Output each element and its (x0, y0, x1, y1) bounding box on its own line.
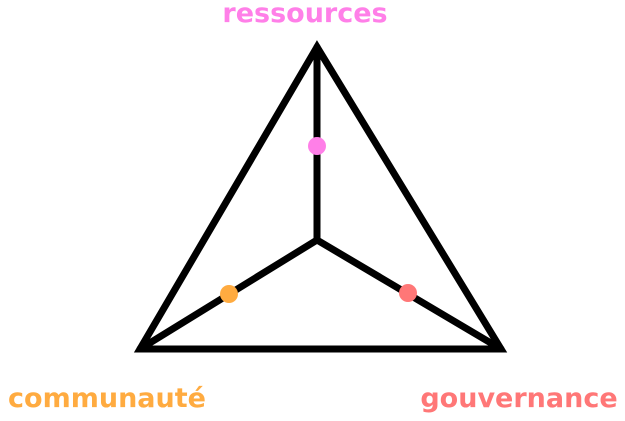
node-dot-ressources (308, 137, 326, 155)
node-dot-gouvernance (399, 284, 417, 302)
label-communaute: communauté (8, 383, 206, 414)
node-dot-communaute (220, 285, 238, 303)
label-gouvernance: gouvernance (420, 383, 617, 414)
label-ressources: ressources (222, 0, 387, 29)
outer-triangle (133, 40, 508, 353)
